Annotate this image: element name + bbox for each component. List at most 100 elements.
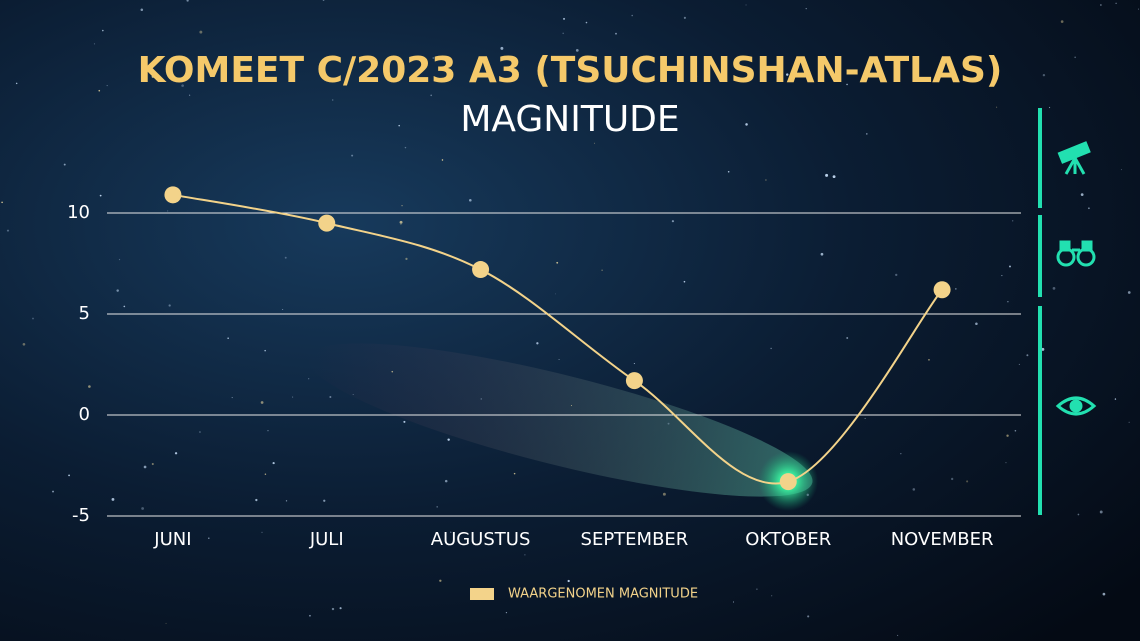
star: [181, 84, 184, 87]
star: [401, 205, 403, 207]
star: [260, 401, 264, 404]
star: [1115, 2, 1117, 4]
star: [556, 261, 559, 264]
star: [118, 258, 121, 261]
star: [633, 362, 635, 365]
star: [966, 480, 969, 483]
star: [403, 420, 406, 423]
data-point: [933, 281, 951, 299]
star: [951, 477, 954, 481]
star: [231, 397, 233, 399]
star: [285, 500, 288, 502]
star: [1018, 363, 1020, 365]
star: [450, 531, 452, 533]
star: [807, 615, 810, 618]
star: [567, 579, 570, 583]
star: [351, 154, 354, 157]
star: [1080, 193, 1084, 196]
star: [846, 83, 848, 86]
star: [98, 89, 101, 92]
star: [996, 106, 998, 108]
star: [405, 257, 408, 260]
star: [1127, 291, 1131, 294]
star: [820, 252, 824, 256]
star: [432, 57, 435, 59]
star: [469, 198, 472, 202]
star: [199, 431, 201, 433]
star: [1137, 8, 1139, 10]
star: [1006, 434, 1009, 437]
eye-icon: [1055, 396, 1097, 416]
star: [745, 123, 748, 126]
star: [1052, 287, 1056, 290]
star: [912, 488, 916, 491]
star: [174, 452, 178, 455]
star: [1009, 265, 1011, 268]
star: [505, 611, 508, 614]
x-tick-label: JUNI: [153, 529, 191, 550]
star: [575, 48, 579, 52]
star: [615, 32, 617, 35]
star: [141, 507, 145, 510]
star: [208, 537, 210, 539]
star: [1005, 462, 1007, 464]
star: [1026, 354, 1029, 357]
star: [339, 607, 342, 610]
star: [1088, 207, 1090, 210]
star: [480, 398, 482, 400]
x-tick-label: JULI: [309, 529, 344, 550]
star: [331, 607, 335, 611]
visibility-scale: [1038, 108, 1097, 515]
star: [554, 293, 556, 295]
star: [1099, 510, 1103, 514]
star: [151, 75, 155, 78]
star: [745, 4, 747, 6]
star: [585, 21, 588, 24]
star: [476, 72, 479, 75]
star: [436, 506, 438, 508]
star: [386, 66, 389, 69]
star: [683, 280, 686, 283]
legend-label: WAARGENOMEN MAGNITUDE: [508, 587, 698, 602]
star: [864, 417, 866, 420]
star: [63, 163, 66, 166]
star: [895, 273, 898, 277]
star: [308, 378, 310, 380]
star: [399, 220, 403, 224]
star: [1041, 347, 1045, 351]
x-tick-label: AUGUSTUS: [431, 529, 531, 550]
star: [832, 175, 836, 179]
star: [140, 8, 144, 12]
star: [513, 472, 516, 475]
chart-title: KOMEET C/2023 A3 (TSUCHINSHAN-ATLAS): [138, 50, 1003, 91]
star: [570, 404, 573, 407]
star: [183, 59, 186, 62]
star: [404, 146, 407, 149]
star: [524, 554, 526, 556]
x-tick-label: NOVEMBER: [891, 529, 994, 550]
y-tick-label: -5: [72, 505, 90, 526]
star: [1042, 73, 1046, 77]
star: [332, 99, 334, 101]
star: [770, 347, 772, 350]
star: [928, 359, 930, 361]
star: [352, 394, 354, 396]
star: [88, 385, 91, 388]
star: [563, 17, 566, 20]
star: [329, 396, 332, 399]
data-point: [318, 214, 336, 232]
star: [1100, 4, 1102, 6]
star: [1011, 220, 1014, 222]
star: [1077, 513, 1080, 516]
star: [32, 317, 34, 320]
star: [68, 474, 70, 477]
star: [101, 29, 104, 32]
star: [111, 497, 115, 501]
star: [727, 170, 730, 173]
data-point: [164, 186, 182, 204]
star: [593, 142, 595, 144]
star: [106, 85, 108, 87]
